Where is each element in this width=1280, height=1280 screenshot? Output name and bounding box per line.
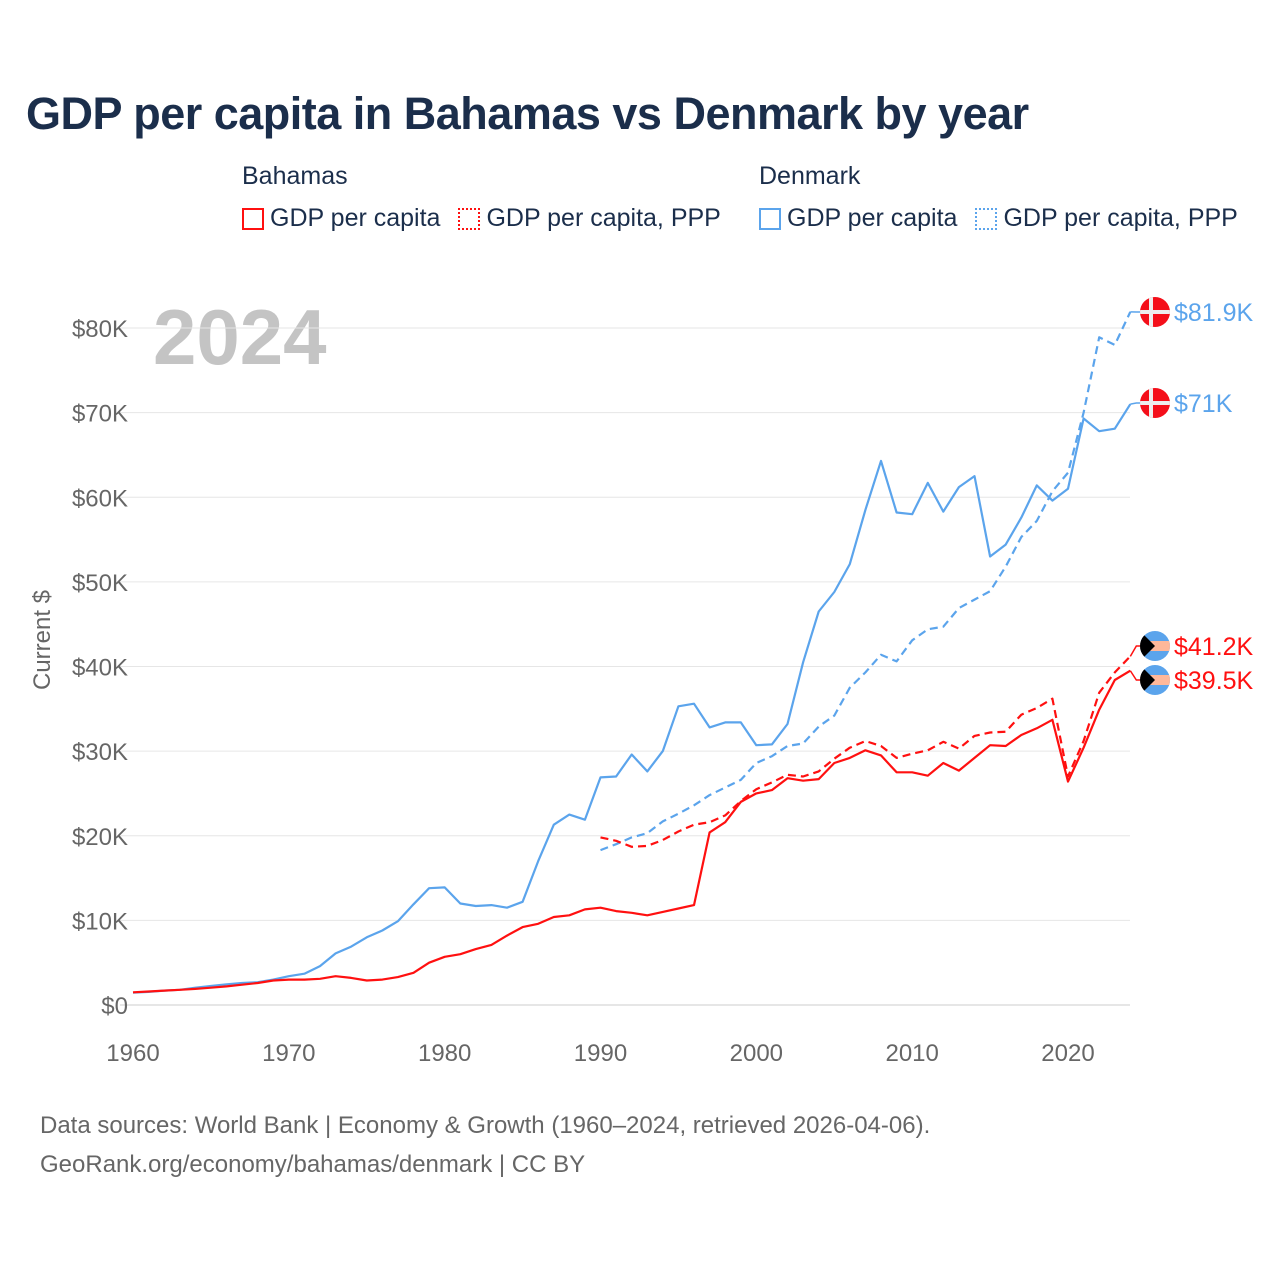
y-tick-label: $60K (72, 485, 128, 512)
chart-title: GDP per capita in Bahamas vs Denmark by … (26, 88, 1029, 139)
legend-item-bahamas-ppp[interactable]: GDP per capita, PPP (458, 204, 721, 233)
flag-body (1140, 631, 1170, 661)
bahamas-flag-icon (1140, 665, 1170, 695)
legend-swatch-solid-icon (759, 207, 781, 230)
y-axis-label: Current $ (29, 590, 56, 690)
y-tick-label: $30K (72, 739, 128, 766)
legend-swatch-dotted-icon (975, 207, 998, 230)
flag-body (1140, 297, 1170, 327)
y-tick-label: $50K (72, 570, 128, 597)
legend-country-label: Bahamas (242, 162, 348, 190)
flag-cross-h (1140, 310, 1170, 314)
y-tick-label: $20K (72, 824, 128, 851)
legend-item-denmark-gdp[interactable]: GDP per capita (759, 204, 957, 233)
legend-label: GDP per capita (270, 204, 441, 232)
legend-item-bahamas-gdp[interactable]: GDP per capita (242, 204, 440, 233)
end-value-label: $39.5K (1174, 667, 1254, 695)
x-tick-label: 2010 (885, 1040, 938, 1067)
source-link[interactable]: GeoRank.org/economy/bahamas/denmark | CC… (40, 1151, 586, 1178)
series-line-bahamas-gdp-per-capita-ppp (600, 655, 1132, 848)
end-value-label: $81.9K (1174, 299, 1254, 327)
denmark-flag-icon (1140, 297, 1170, 327)
y-tick-label: $80K (72, 316, 128, 343)
y-tick-label: $10K (72, 908, 128, 935)
legend-item-denmark-ppp[interactable]: GDP per capita, PPP (975, 204, 1238, 233)
flag-triangle (1140, 631, 1155, 661)
x-tick-label: 1990 (574, 1040, 627, 1067)
legend-group-bahamas: Bahamas GDP per capita GDP per capita, P… (242, 162, 721, 233)
denmark-flag-icon (1140, 388, 1170, 418)
y-tick-label: $40K (72, 655, 128, 682)
legend-country-label: Denmark (759, 162, 861, 190)
flag-cross-v (1149, 297, 1153, 327)
year-watermark: 2024 (153, 293, 327, 381)
legend-label: GDP per capita (787, 204, 958, 232)
x-tick-label: 2020 (1041, 1040, 1094, 1067)
x-tick-label: 2000 (730, 1040, 783, 1067)
flag-body (1140, 665, 1170, 695)
flag-cross-h (1140, 401, 1170, 405)
x-tick-label: 1960 (106, 1040, 159, 1067)
series-line-denmark-gdp-per-capita (132, 403, 1132, 994)
x-tick-label: 1970 (262, 1040, 315, 1067)
legend-group-denmark: Denmark GDP per capita GDP per capita, P… (759, 162, 1238, 233)
end-value-label: $41.2K (1174, 633, 1254, 661)
legend-label: GDP per capita, PPP (486, 204, 721, 232)
y-tick-label: $70K (72, 401, 128, 428)
series-line-bahamas-gdp-per-capita (132, 669, 1131, 994)
legend-swatch-solid-icon (242, 207, 264, 230)
legend-label: GDP per capita, PPP (1003, 204, 1238, 232)
y-tick-label: $0 (101, 993, 128, 1020)
footer: Data sources: World Bank | Economy & Gro… (40, 1106, 930, 1184)
chart-plot: 2024 $0 $10K $20K $30K $40K $50K $60K $70K $80K 19… (29, 293, 1254, 1067)
x-tick-label: 1980 (418, 1040, 471, 1067)
flag-cross-v (1149, 388, 1153, 418)
flag-triangle (1140, 665, 1155, 695)
legend-swatch-dotted-icon (458, 207, 481, 230)
flag-body (1140, 388, 1170, 418)
series-line-denmark-gdp-per-capita-ppp (600, 311, 1132, 852)
data-source-text: Data sources: World Bank | Economy & Gro… (40, 1112, 931, 1139)
bahamas-flag-icon (1140, 631, 1170, 661)
end-value-label: $71K (1174, 390, 1233, 418)
